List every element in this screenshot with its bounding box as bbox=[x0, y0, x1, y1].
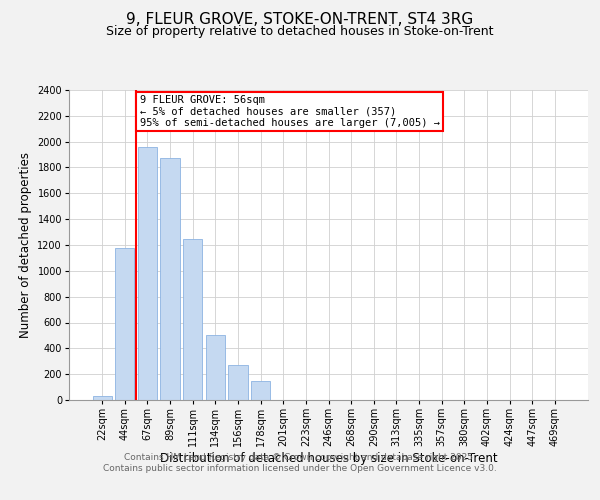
Bar bbox=[251, 380, 270, 400]
Text: Contains public sector information licensed under the Open Government Licence v3: Contains public sector information licen… bbox=[103, 464, 497, 473]
Bar bbox=[138, 147, 157, 400]
Text: Size of property relative to detached houses in Stoke-on-Trent: Size of property relative to detached ho… bbox=[106, 25, 494, 38]
Bar bbox=[92, 396, 112, 400]
Bar bbox=[160, 158, 180, 400]
Text: 9 FLEUR GROVE: 56sqm
← 5% of detached houses are smaller (357)
95% of semi-detac: 9 FLEUR GROVE: 56sqm ← 5% of detached ho… bbox=[140, 94, 440, 128]
Text: 9, FLEUR GROVE, STOKE-ON-TRENT, ST4 3RG: 9, FLEUR GROVE, STOKE-ON-TRENT, ST4 3RG bbox=[127, 12, 473, 28]
Bar bbox=[206, 336, 225, 400]
Bar bbox=[229, 365, 248, 400]
X-axis label: Distribution of detached houses by size in Stoke-on-Trent: Distribution of detached houses by size … bbox=[160, 452, 497, 465]
Y-axis label: Number of detached properties: Number of detached properties bbox=[19, 152, 32, 338]
Bar bbox=[115, 248, 134, 400]
Bar bbox=[183, 238, 202, 400]
Text: Contains HM Land Registry data © Crown copyright and database right 2025.: Contains HM Land Registry data © Crown c… bbox=[124, 452, 476, 462]
